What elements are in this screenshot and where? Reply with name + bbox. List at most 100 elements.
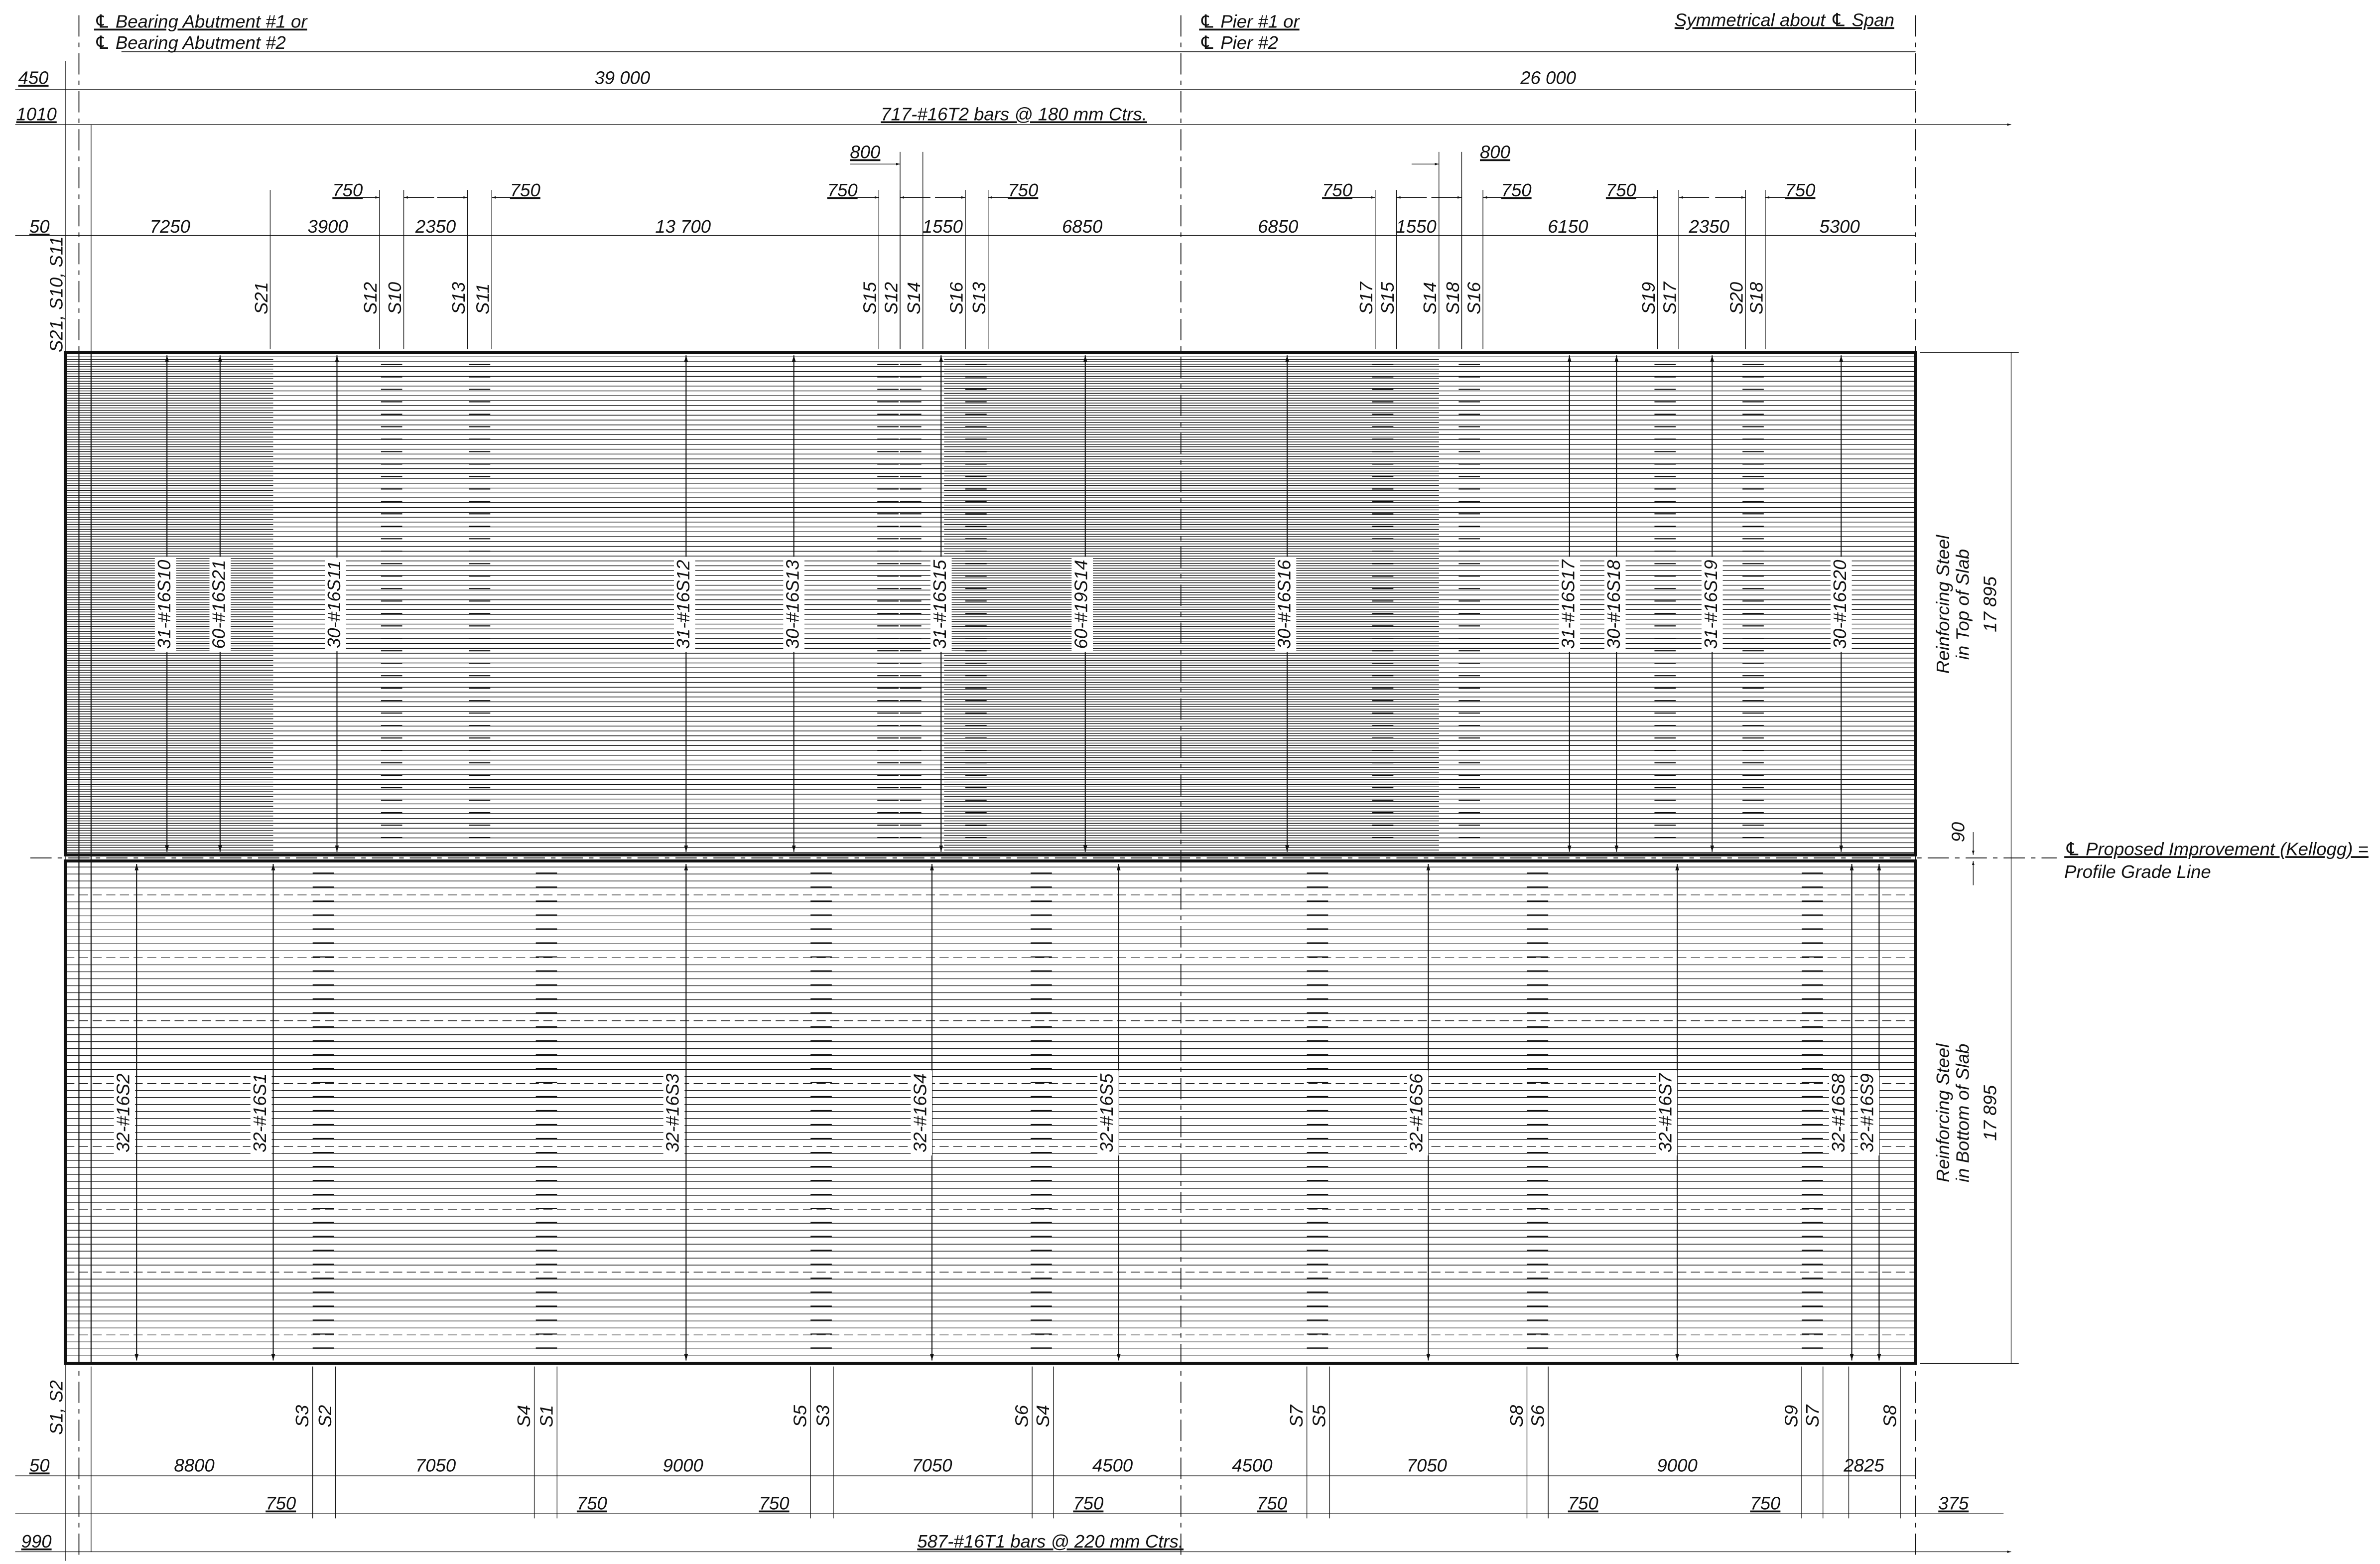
label: Symmetrical about ℄ Span: [1675, 10, 1894, 30]
bar-label: 32-#16S2: [113, 1074, 133, 1153]
label: S13: [969, 282, 989, 314]
label: 1010: [16, 104, 57, 124]
label: 750: [1322, 180, 1353, 200]
label: ℄ Bearing Abutment #2: [94, 32, 286, 53]
label: 39 000: [594, 67, 650, 88]
label-backing: [663, 1070, 685, 1156]
label: 6150: [1548, 216, 1588, 237]
label: 750: [1501, 180, 1532, 200]
label: S19: [1638, 282, 1659, 314]
label: 8800: [174, 1455, 215, 1475]
label: S16: [1464, 282, 1484, 314]
label: in Bottom of Slab: [1953, 1044, 1973, 1182]
label: 5300: [1820, 216, 1860, 237]
label: S10: [385, 282, 405, 314]
label: S16: [946, 282, 966, 314]
label: S4: [1033, 1405, 1053, 1427]
label: 750: [827, 180, 858, 200]
label-backing: [1829, 1070, 1851, 1156]
bar-label: 60-#19S14: [1070, 560, 1091, 649]
label: S8: [1506, 1405, 1527, 1427]
label: 6850: [1062, 216, 1103, 237]
label-backing: [1559, 557, 1581, 652]
label: 750: [510, 180, 541, 200]
label: 750: [1257, 1493, 1288, 1514]
label: 90: [1948, 822, 1969, 842]
label: 1550: [1396, 216, 1437, 237]
bar-label: 31-#16S10: [154, 560, 174, 649]
label: 7050: [415, 1455, 456, 1475]
label: S17: [1356, 281, 1376, 314]
label: 50: [29, 216, 50, 237]
label: ℄ Pier #2: [1199, 32, 1278, 53]
label: 4500: [1232, 1455, 1273, 1475]
label: 2825: [1843, 1455, 1884, 1475]
bar-label: 32-#16S9: [1857, 1074, 1877, 1153]
label: S1, S2: [46, 1380, 66, 1435]
label: S21: [251, 282, 271, 314]
label: S6: [1528, 1405, 1548, 1427]
label-backing: [673, 557, 695, 652]
label: 4500: [1092, 1455, 1133, 1475]
label: S5: [790, 1405, 810, 1427]
label: 750: [265, 1493, 296, 1514]
label: 750: [1073, 1493, 1104, 1514]
label: S6: [1011, 1405, 1032, 1427]
label: 750: [759, 1493, 790, 1514]
label: ℄ Proposed Improvement (Kellogg) =: [2064, 839, 2369, 859]
label: 800: [1480, 142, 1511, 162]
label-backing: [1275, 557, 1297, 652]
label: 7050: [912, 1455, 952, 1475]
label: S18: [1443, 282, 1463, 314]
label: 2350: [1688, 216, 1729, 237]
bar-label: 60-#16S21: [208, 560, 229, 649]
bar-label: 32-#16S1: [250, 1074, 270, 1153]
label: S14: [1420, 282, 1440, 314]
label: S12: [881, 282, 901, 314]
label: 7250: [150, 216, 191, 237]
label: S13: [448, 282, 469, 314]
label: 2350: [415, 216, 456, 237]
label: 17 895: [1980, 1085, 2000, 1140]
annotations: ℄ Bearing Abutment #1 or℄ Bearing Abutme…: [16, 10, 2368, 1552]
label: 750: [1008, 180, 1039, 200]
label: 9000: [663, 1455, 704, 1475]
bar-label: 32-#16S5: [1096, 1073, 1117, 1152]
bar-label: 30-#16S16: [1274, 560, 1295, 649]
bar-label: 32-#16S6: [1406, 1073, 1427, 1152]
label: 26 000: [1520, 67, 1576, 88]
label: S3: [292, 1405, 312, 1427]
label: 750: [1568, 1493, 1599, 1514]
bar-label: 31-#16S12: [673, 560, 693, 649]
label: 1550: [923, 216, 963, 237]
label: S7: [1286, 1404, 1307, 1427]
linework: [15, 15, 2057, 1561]
bar-label: 32-#16S7: [1655, 1073, 1675, 1152]
label: S21, S10, S11: [46, 236, 66, 352]
label-backing: [1097, 1070, 1119, 1156]
label: S14: [904, 282, 924, 314]
label: S20: [1726, 282, 1747, 314]
label: 717-#16T2 bars @ 180 mm Ctrs.: [881, 104, 1147, 124]
bar-label: 30-#16S20: [1830, 560, 1850, 649]
label: S11: [473, 284, 493, 314]
label: ℄ Pier #1 or: [1199, 11, 1300, 32]
label: 17 895: [1980, 576, 2000, 632]
label: S2: [315, 1405, 335, 1427]
bar-label: 30-#16S11: [324, 561, 344, 648]
label: S3: [812, 1405, 833, 1427]
label: Reinforcing Steel: [1933, 535, 1953, 674]
label: S18: [1746, 282, 1766, 314]
label: 9000: [1657, 1455, 1698, 1475]
label-backing: [1407, 1070, 1429, 1156]
bar-label: 31-#16S17: [1558, 559, 1578, 649]
bar-label: 31-#16S15: [929, 560, 950, 649]
bar-label: 31-#16S19: [1701, 560, 1721, 649]
bar-label: 30-#16S13: [782, 560, 802, 649]
label: Profile Grade Line: [2064, 861, 2211, 882]
label-backing: [911, 1070, 932, 1156]
label-backing: [1071, 557, 1093, 652]
label-backing: [325, 557, 346, 652]
bar-label: 32-#16S3: [662, 1074, 683, 1153]
